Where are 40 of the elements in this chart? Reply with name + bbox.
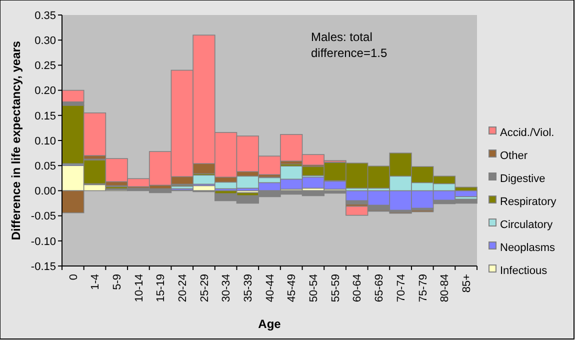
legend-label: Accid./Viol. xyxy=(500,126,554,139)
x-tick-label: 0 xyxy=(68,274,80,280)
y-tick-label: 0.00 xyxy=(34,186,56,198)
y-tick-label: 0.20 xyxy=(34,85,56,98)
y-tick-label: -0.15 xyxy=(30,260,56,273)
y-tick-label: 0.05 xyxy=(34,160,56,172)
legend-label: Infectious xyxy=(500,264,548,277)
legend-label: Neoplasms xyxy=(500,242,556,254)
x-tick-label: 70-74 xyxy=(395,274,408,302)
x-tick-label: 1-4 xyxy=(90,274,102,290)
y-tick-label: 0.25 xyxy=(34,60,56,72)
x-tick-label: 50-54 xyxy=(308,274,320,302)
y-tick-label: 0.30 xyxy=(34,34,56,47)
x-tick-label: 55-59 xyxy=(330,274,342,302)
legend-label: Circulatory xyxy=(500,218,554,231)
x-tick-label: 15-19 xyxy=(155,274,168,302)
legend-label: Digestive xyxy=(500,172,546,185)
legend-label: Respiratory xyxy=(500,196,557,208)
y-axis-title: Difference in life expectancy, years xyxy=(9,40,24,240)
y-tick-label: 0.35 xyxy=(34,10,56,22)
x-tick-label: 30-34 xyxy=(220,274,233,302)
annotation: Males: total difference=1.5 xyxy=(311,30,388,60)
x-tick-label: 45-49 xyxy=(286,274,298,302)
x-tick-label: 85+ xyxy=(460,274,473,293)
y-tick-label: 0.10 xyxy=(34,135,56,148)
x-tick-label: 25-29 xyxy=(198,274,211,302)
y-tick-label: -0.10 xyxy=(30,236,56,248)
x-tick-label: 10-14 xyxy=(133,274,146,302)
x-tick-label: 5-9 xyxy=(111,274,124,290)
x-tick-label: 40-44 xyxy=(264,274,276,302)
x-axis-title: Age xyxy=(258,317,282,331)
legend-label: Other xyxy=(500,150,528,162)
y-tick-label: 0.15 xyxy=(34,110,56,122)
x-tick-label: 65-69 xyxy=(374,274,386,302)
x-tick-label: 35-39 xyxy=(242,274,255,302)
x-tick-label: 60-64 xyxy=(352,274,364,302)
x-tick-label: 80-84 xyxy=(439,274,452,302)
y-tick-label: -0.05 xyxy=(30,210,56,223)
x-tick-label: 75-79 xyxy=(417,274,430,302)
x-tick-label: 20-24 xyxy=(176,274,189,302)
